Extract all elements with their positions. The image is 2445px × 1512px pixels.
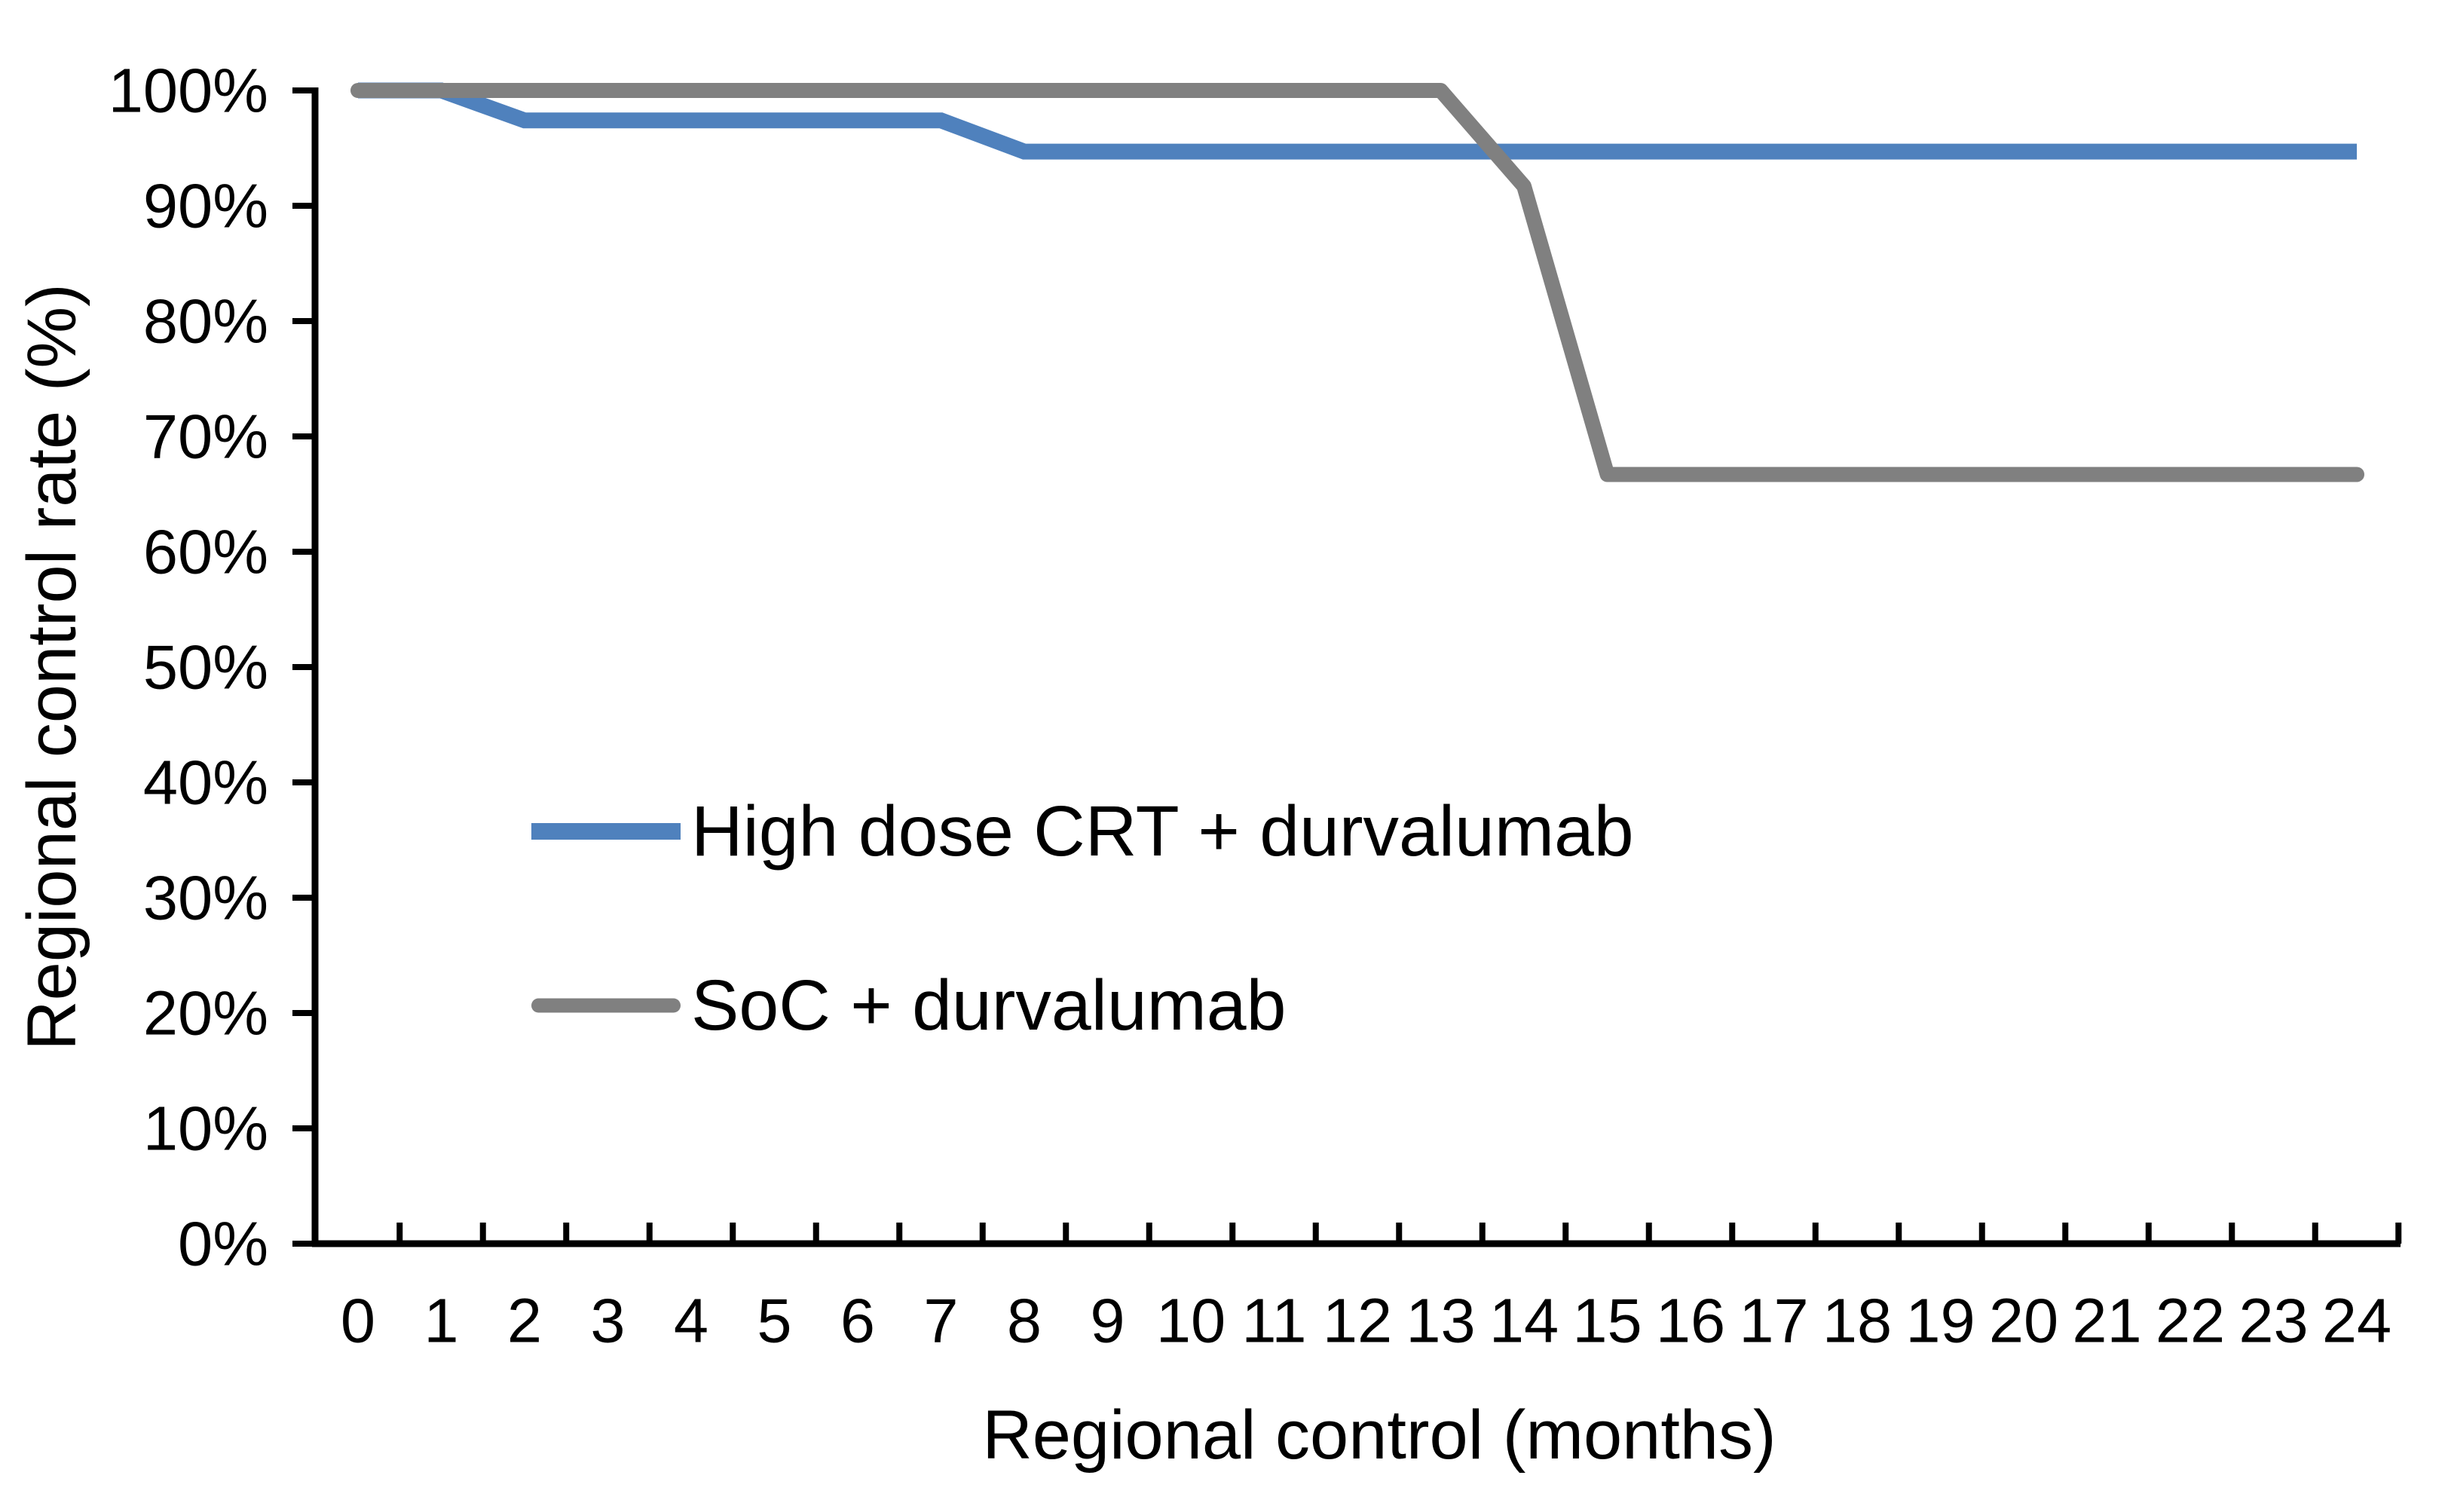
x-tick-label: 14 <box>1489 1286 1559 1356</box>
x-tick-label: 11 <box>1241 1286 1306 1356</box>
x-tick-label: 16 <box>1656 1286 1725 1356</box>
x-tick-label: 1 <box>424 1286 458 1356</box>
x-tick-label: 3 <box>590 1286 625 1356</box>
series-line-1 <box>350 83 2364 482</box>
x-tick-label: 22 <box>2156 1286 2225 1356</box>
y-tick-label: 100% <box>109 56 268 126</box>
y-tick-label: 0% <box>178 1209 268 1279</box>
x-tick-label: 6 <box>840 1286 875 1356</box>
x-axis-title: Regional control (months) <box>982 1397 1776 1474</box>
legend-layer: High dose CRT + durvalumab SoC + durvalum… <box>531 791 1634 1045</box>
y-tick-label: 20% <box>143 978 268 1048</box>
y-tick-label: 30% <box>143 863 268 933</box>
x-tick-label: 24 <box>2322 1286 2391 1356</box>
y-tick-label: 90% <box>143 171 268 241</box>
x-tick-label: 23 <box>2238 1286 2308 1356</box>
x-tick-label: 5 <box>757 1286 791 1356</box>
axis-layer: 0%10%20%30%40%50%60%70%80%90%100%0 1 2 3 4 5 6… <box>109 56 2402 1356</box>
x-tick-label: 7 <box>923 1286 958 1356</box>
x-tick-label: 10 <box>1156 1286 1226 1356</box>
plot-layer <box>350 82 2364 482</box>
legend-swatch-1 <box>531 998 681 1013</box>
x-tick-label: 21 <box>2072 1286 2141 1356</box>
x-tick-label: 0 <box>341 1286 375 1356</box>
x-tick-label: 18 <box>1822 1286 1892 1356</box>
y-axis-title: Regional control rate (%) <box>14 283 90 1051</box>
y-tick-label: 40% <box>143 748 268 818</box>
series-line-0 <box>358 82 2357 160</box>
x-tick-label: 12 <box>1323 1286 1392 1356</box>
y-tick-label: 60% <box>143 517 268 587</box>
y-tick-label: 50% <box>143 632 268 702</box>
x-tick-label: 2 <box>507 1286 542 1356</box>
y-tick-label: 70% <box>143 402 268 472</box>
y-tick-label: 10% <box>143 1094 268 1164</box>
x-tick-label: 8 <box>1007 1286 1042 1356</box>
x-tick-label: 9 <box>1090 1286 1125 1356</box>
legend-swatch-0 <box>531 823 681 840</box>
x-tick-label: 17 <box>1739 1286 1808 1356</box>
legend-label-1: SoC + durvalumab <box>691 966 1286 1045</box>
y-tick-label: 80% <box>143 286 268 357</box>
x-tick-label: 15 <box>1572 1286 1642 1356</box>
x-tick-label: 19 <box>1905 1286 1975 1356</box>
x-tick-label: 4 <box>674 1286 708 1356</box>
x-tick-label: 20 <box>1989 1286 2058 1356</box>
x-tick-label: 13 <box>1406 1286 1475 1356</box>
legend-label-0: High dose CRT + durvalumab <box>691 791 1634 871</box>
